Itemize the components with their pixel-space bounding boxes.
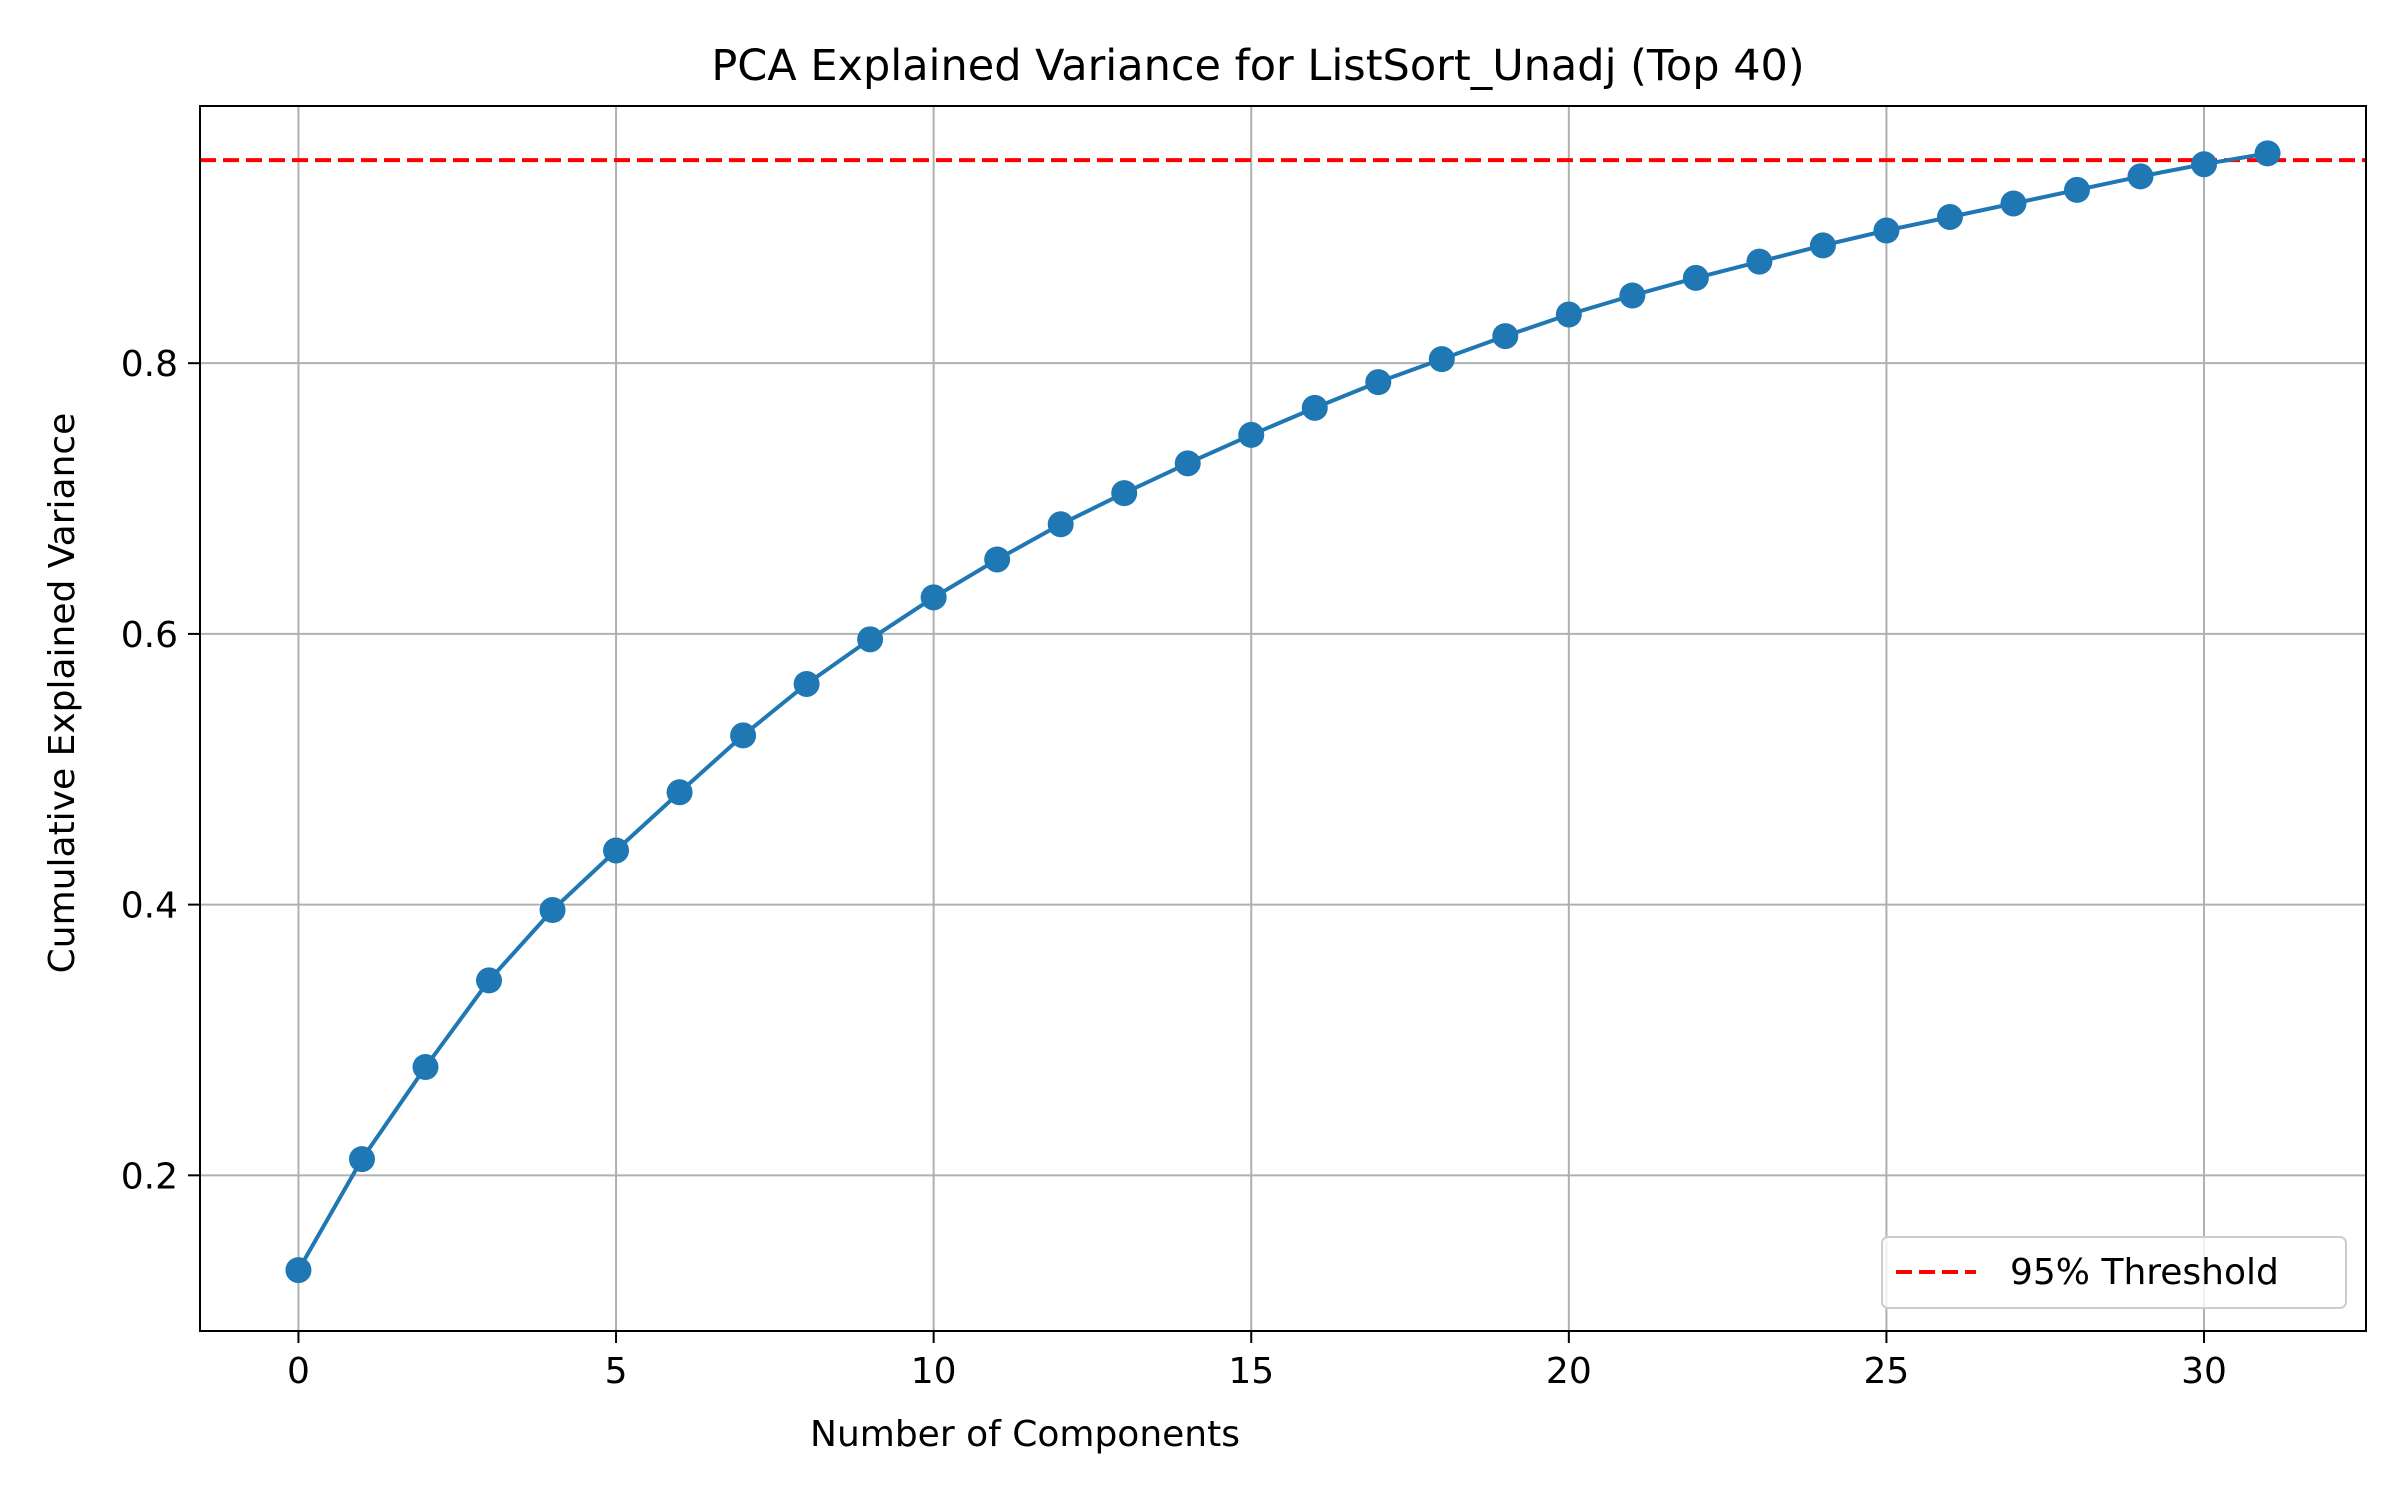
data-point [348, 1146, 375, 1173]
x-tick-label: 30 [2181, 1351, 2227, 1392]
legend: 95% Threshold [1881, 1236, 2347, 1309]
y-tick-label: 0.4 [121, 886, 178, 927]
x-tick-label: 20 [1546, 1351, 1592, 1392]
data-point [1301, 394, 1328, 421]
data-point [476, 967, 503, 994]
data-point [1936, 203, 1963, 230]
data-point [1238, 421, 1265, 448]
data-point [2127, 163, 2154, 190]
data-point [1111, 480, 1138, 507]
data-point [1873, 217, 1900, 244]
data-point [793, 670, 820, 697]
data-point [1492, 323, 1519, 350]
y-tick-label: 0.6 [121, 615, 178, 656]
data-point [2000, 190, 2027, 217]
x-tick-label: 0 [287, 1351, 310, 1392]
data-point [1174, 450, 1201, 477]
data-point [1365, 369, 1392, 396]
data-point [2063, 176, 2090, 203]
x-tick-label: 10 [911, 1351, 957, 1392]
data-point [2191, 151, 2218, 178]
legend-box [1881, 1236, 2347, 1309]
data-point [1619, 282, 1646, 309]
axis-ticks: 0 5 10 15 20 25 30 0.2 0.4 0.6 0.8 [121, 344, 2227, 1392]
data-point [2254, 140, 2281, 167]
data-point [730, 722, 757, 749]
data-point [412, 1054, 439, 1081]
data-point [539, 897, 566, 924]
data-point [920, 584, 947, 611]
data-point [1746, 248, 1773, 275]
data-point [857, 626, 884, 653]
data-point [1428, 346, 1455, 373]
plot-frame [199, 105, 2367, 1332]
data-point [603, 837, 630, 864]
x-tick-label: 15 [1228, 1351, 1274, 1392]
chart-title: PCA Explained Variance for ListSort_Unad… [711, 41, 1804, 91]
x-tick-label: 25 [1864, 1351, 1910, 1392]
y-tick-label: 0.2 [121, 1156, 178, 1197]
data-point [1047, 511, 1074, 538]
data-point [666, 779, 693, 806]
data-series [285, 140, 2281, 1284]
legend-threshold-label: 95% Threshold [2010, 1252, 2279, 1293]
x-tick-label: 5 [605, 1351, 628, 1392]
data-point [1555, 301, 1582, 328]
data-point [285, 1257, 312, 1284]
y-axis-label: Cumulative Explained Variance [42, 413, 83, 974]
data-point [1682, 264, 1709, 291]
y-tick-label: 0.8 [121, 344, 178, 385]
data-point [1809, 232, 1836, 259]
x-axis-label: Number of Components [810, 1414, 1240, 1455]
data-point [984, 546, 1011, 573]
